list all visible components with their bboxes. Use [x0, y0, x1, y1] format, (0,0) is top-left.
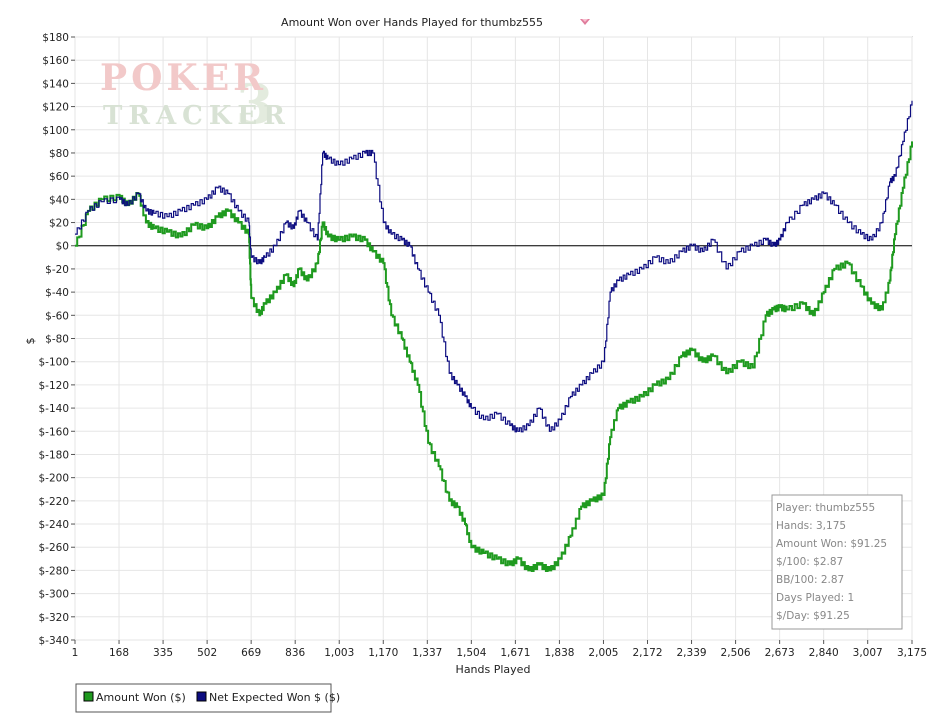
y-tick-label: $40	[49, 194, 69, 206]
x-tick-label: 1,170	[368, 647, 398, 659]
y-tick-label: $60	[49, 171, 69, 183]
x-tick-label: 2,506	[721, 647, 751, 659]
watermark-mark: 3	[236, 72, 274, 136]
y-tick-label: $-320	[38, 612, 69, 624]
x-tick-label: 168	[109, 647, 129, 659]
x-tick-label: 1,504	[456, 647, 486, 659]
legend: Amount Won ($) Net Expected Won $ ($)	[75, 683, 340, 713]
info-line: Player: thumbz555	[776, 502, 875, 514]
y-tick-label: $-80	[45, 334, 69, 346]
x-tick-label: 669	[241, 647, 261, 659]
x-tick-label: 1	[72, 647, 79, 659]
info-line: $/100: $2.87	[776, 556, 843, 568]
y-tick-label: $-120	[38, 380, 69, 392]
x-tick-label: 2,172	[632, 647, 662, 659]
y-tick-label: $0	[56, 241, 69, 253]
y-tick-label: $-220	[38, 496, 69, 508]
y-tick-label: $-180	[38, 449, 69, 461]
legend-swatch-amount-won	[83, 691, 94, 702]
y-tick-label: $180	[42, 32, 69, 44]
y-tick-label: $-340	[38, 635, 69, 647]
y-tick-label: $-300	[38, 589, 69, 601]
series-layer	[75, 100, 913, 572]
y-tick-label: $140	[42, 78, 69, 90]
pokertracker-logo-icon	[580, 19, 590, 25]
info-line: Hands: 3,175	[776, 520, 846, 532]
y-tick-label: $-280	[38, 565, 69, 577]
y-tick-label: $20	[49, 218, 69, 230]
x-tick-label: 836	[285, 647, 305, 659]
legend-swatch-net-expected	[196, 691, 207, 702]
info-line: Amount Won: $91.25	[776, 538, 887, 550]
y-tick-label: $-160	[38, 426, 69, 438]
info-line: BB/100: 2.87	[776, 574, 844, 586]
y-tick-label: $-20	[45, 264, 69, 276]
y-axis-title: $	[24, 338, 37, 345]
x-tick-label: 2,005	[588, 647, 618, 659]
y-tick-label: $80	[49, 148, 69, 160]
y-tick-label: $-140	[38, 403, 69, 415]
x-tick-label: 3,175	[897, 647, 927, 659]
y-tick-label: $100	[42, 125, 69, 137]
chart-title: Amount Won over Hands Played for thumbz5…	[281, 16, 543, 29]
info-line: Days Played: 1	[776, 592, 854, 604]
x-tick-label: 2,840	[809, 647, 839, 659]
y-tick-label: $-40	[45, 287, 69, 299]
legend-label-amount-won: Amount Won ($)	[96, 691, 186, 704]
y-tick-label: $-200	[38, 473, 69, 485]
watermark-line1: POKER	[100, 57, 267, 99]
x-tick-label: 3,007	[853, 647, 883, 659]
series-line-net-expected	[75, 100, 913, 433]
y-tick-label: $160	[42, 55, 69, 67]
x-tick-label: 1,003	[324, 647, 354, 659]
y-tick-label: $-60	[45, 310, 69, 322]
x-axis: 1 168 335 502 669 836 1,003 1,170 1,337 1,504 1,67…	[72, 640, 927, 659]
series-line-amount-won	[75, 141, 913, 572]
y-tick-label: $-240	[38, 519, 69, 531]
x-tick-label: 335	[153, 647, 173, 659]
stats-info-box: Player: thumbz555 Hands: 3,175 Amount Won:…	[771, 494, 903, 630]
y-tick-label: $-100	[38, 357, 69, 369]
x-tick-label: 502	[197, 647, 217, 659]
x-tick-label: 2,673	[765, 647, 795, 659]
x-tick-label: 1,671	[500, 647, 530, 659]
x-axis-title: Hands Played	[456, 663, 531, 676]
y-tick-label: $-260	[38, 542, 69, 554]
info-line: $/Day: $91.25	[776, 610, 850, 622]
x-tick-label: 2,339	[677, 647, 707, 659]
y-axis: $180 $160 $140 $120 $100 $80 $60 $40 $20 $0 $-20 $-…	[38, 32, 75, 647]
watermark-line2: TRACKER	[103, 101, 291, 131]
watermark: 3 POKER TRACKER	[100, 57, 291, 136]
x-tick-label: 1,337	[412, 647, 442, 659]
x-tick-label: 1,838	[544, 647, 574, 659]
legend-label-net-expected: Net Expected Won $ ($)	[209, 691, 340, 704]
y-tick-label: $120	[42, 102, 69, 114]
